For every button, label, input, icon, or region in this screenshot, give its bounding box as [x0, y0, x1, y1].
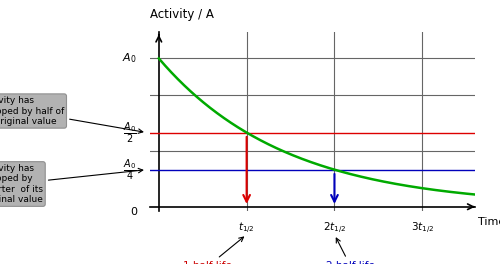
Text: $\dfrac{A_0}{2}$: $\dfrac{A_0}{2}$ [123, 120, 137, 145]
Text: $A_0$: $A_0$ [122, 51, 137, 65]
Text: Activity has
dropped by half of
its original value: Activity has dropped by half of its orig… [0, 96, 143, 133]
Text: $\dfrac{A_0}{4}$: $\dfrac{A_0}{4}$ [123, 157, 137, 182]
Text: 2 half-life: 2 half-life [326, 238, 375, 264]
Text: 1 half-life: 1 half-life [183, 237, 244, 264]
Text: 0: 0 [130, 207, 137, 217]
Text: Time / t: Time / t [478, 217, 500, 227]
Text: $2t_{1/2}$: $2t_{1/2}$ [323, 221, 346, 236]
Text: $3t_{1/2}$: $3t_{1/2}$ [410, 221, 434, 236]
Text: Activity has
dropped by
quarter  of its
original value: Activity has dropped by quarter of its o… [0, 164, 143, 204]
Text: $t_{1/2}$: $t_{1/2}$ [238, 221, 255, 236]
Text: Activity / A: Activity / A [150, 8, 214, 21]
